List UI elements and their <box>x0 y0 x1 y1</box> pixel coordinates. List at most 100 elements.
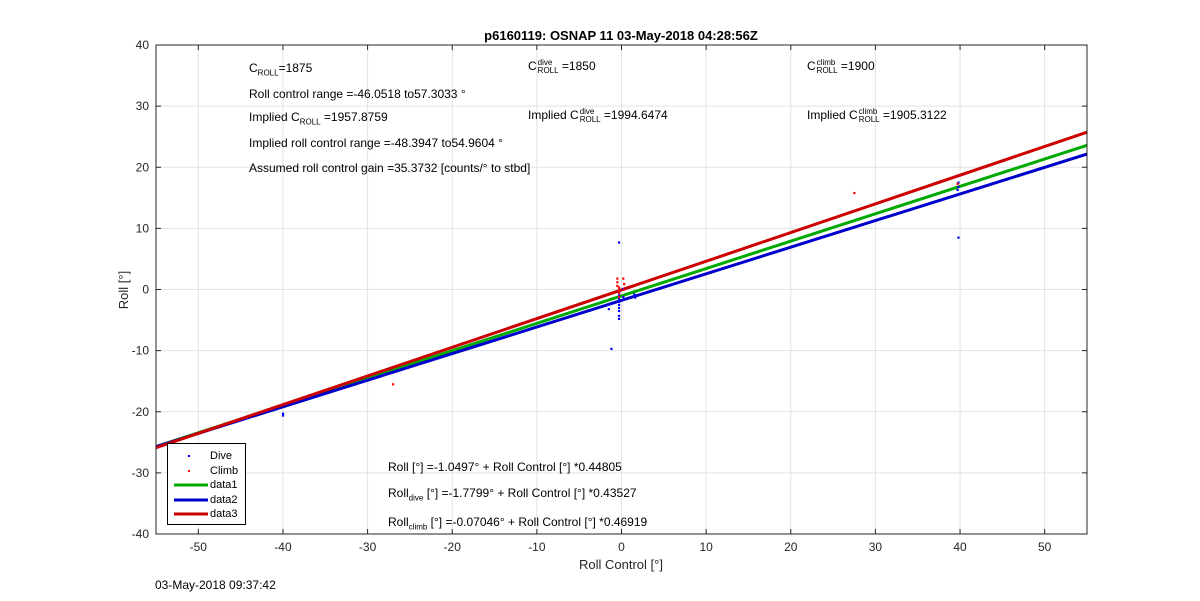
implied-cclimb-value: =1905.3122 <box>879 108 947 123</box>
x-tick-label: -50 <box>190 540 208 554</box>
x-axis-label: Roll Control [°] <box>579 557 663 572</box>
cdive-sup: dive <box>537 58 553 67</box>
y-tick-label: -40 <box>132 527 150 541</box>
fit-climb-sub: climb <box>408 522 428 532</box>
legend-label-climb: Climb <box>210 465 239 477</box>
y-tick-label: 30 <box>136 99 150 113</box>
footer-timestamp: 03-May-2018 09:37:42 <box>155 578 276 592</box>
data-point-dive <box>617 303 621 306</box>
data-point-climb <box>617 292 621 295</box>
x-tick-label: 40 <box>953 540 967 554</box>
data-point-climb <box>616 284 619 288</box>
legend-data2-line <box>174 498 208 502</box>
data-point-climb <box>617 289 621 292</box>
y-tick-label: 40 <box>136 38 150 52</box>
cclimb-sub: ROLL <box>816 66 838 75</box>
x-tick-label: -10 <box>528 540 546 554</box>
data-point-dive <box>956 188 959 192</box>
cclimb-script: climb ROLL <box>817 59 838 75</box>
implied-cclimb-script: climb ROLL <box>859 108 880 124</box>
data-point-dive <box>617 297 621 300</box>
legend-item-data1: data1 <box>168 478 245 492</box>
series-line-data2 <box>155 152 1088 449</box>
legend-dive-marker <box>188 455 190 457</box>
implied-cdive-sup: dive <box>579 107 595 116</box>
data-point-dive <box>957 185 960 189</box>
cclimb-value: =1900 <box>837 59 875 74</box>
annotation-implied-croll: Implied CROLL =1957.8759 <box>249 110 388 126</box>
fit-climb-rest: [°] =-0.07046° + Roll Control [°] *0.469… <box>427 515 648 529</box>
annotation-fit-all: Roll [°] =-1.0497° + Roll Control [°] *0… <box>388 460 622 474</box>
data-point-dive <box>633 293 636 296</box>
legend-item-data2: data2 <box>168 493 245 507</box>
y-tick-label: 10 <box>136 221 150 235</box>
data-point-climb <box>617 295 621 299</box>
legend-label-dive: Dive <box>210 450 233 462</box>
data-point-dive <box>281 412 285 415</box>
implied-cclimb-sub: ROLL <box>858 115 880 124</box>
data-point-dive <box>617 314 621 317</box>
data-point-climb <box>853 191 856 195</box>
data-point-dive <box>281 414 285 417</box>
legend-item-dive: Dive <box>168 449 245 463</box>
data-point-dive <box>617 294 621 297</box>
legend-data3-line <box>174 512 208 516</box>
annotation-croll: CROLL=1875 <box>249 61 312 77</box>
legend-item-climb: Climb <box>168 464 245 478</box>
cdive-base: C <box>528 59 537 74</box>
fit-dive-rest: [°] =-1.7799° + Roll Control [°] *0.4352… <box>423 486 637 500</box>
cdive-script: dive ROLL <box>538 59 559 75</box>
y-tick-label: -20 <box>132 405 150 419</box>
series-layer <box>155 130 1088 450</box>
y-tick-label: 0 <box>142 283 149 297</box>
data-point-climb <box>622 277 625 280</box>
cclimb-base: C <box>807 59 816 74</box>
legend-label-data3: data3 <box>210 508 238 520</box>
data-point-dive <box>610 347 613 350</box>
legend-label-data2: data2 <box>210 494 238 506</box>
data-point-dive <box>957 236 960 239</box>
x-tick-label: 50 <box>1038 540 1052 554</box>
legend: Dive Climb data1 data2 data3 <box>167 443 246 525</box>
tick-layer: -50 -40 -30 -20 -10 0 10 20 30 40 50 -40 -30 -20 -10 0 1… <box>132 38 1087 554</box>
implied-cdive-script: dive ROLL <box>580 108 601 124</box>
annotation-fit-climb: Rollclimb [°] =-0.07046° + Roll Control … <box>388 515 647 531</box>
legend-climb-marker <box>188 470 190 472</box>
data-point-climb <box>956 182 959 185</box>
fit-dive-sub: dive <box>408 493 424 503</box>
cdive-sub: ROLL <box>537 66 559 75</box>
annotation-implied-roll-control-range: Implied roll control range =-48.3947 to5… <box>249 136 503 150</box>
data-point-dive <box>634 296 637 299</box>
implied-croll-prefix: Implied C <box>249 110 300 124</box>
data-point-climb <box>391 383 395 386</box>
fit-climb-base: Roll <box>388 515 409 529</box>
y-tick-label: 20 <box>136 160 150 174</box>
cclimb-sup: climb <box>816 58 836 67</box>
data-point-dive <box>617 317 621 321</box>
data-point-dive <box>622 295 625 299</box>
x-tick-label: 0 <box>618 540 625 554</box>
data-point-climb <box>623 282 626 286</box>
data-point-dive <box>617 300 621 303</box>
x-tick-label: 30 <box>869 540 883 554</box>
fit-dive-base: Roll <box>388 486 409 500</box>
x-tick-label: -40 <box>274 540 292 554</box>
legend-item-data3: data3 <box>168 507 245 521</box>
y-tick-label: -30 <box>132 466 150 480</box>
croll-sub: ROLL <box>257 68 279 78</box>
y-tick-label: -10 <box>132 344 150 358</box>
x-tick-label: -30 <box>359 540 377 554</box>
data-point-dive <box>957 181 960 184</box>
series-line-data3 <box>155 130 1088 450</box>
legend-label-data1: data1 <box>210 479 238 491</box>
x-tick-label: 10 <box>699 540 713 554</box>
legend-data1-line <box>174 483 208 487</box>
x-tick-label: 20 <box>784 540 798 554</box>
annotation-roll-control-range: Roll control range =-46.0518 to57.3033 ° <box>249 87 466 101</box>
croll-value: =1875 <box>278 61 313 75</box>
